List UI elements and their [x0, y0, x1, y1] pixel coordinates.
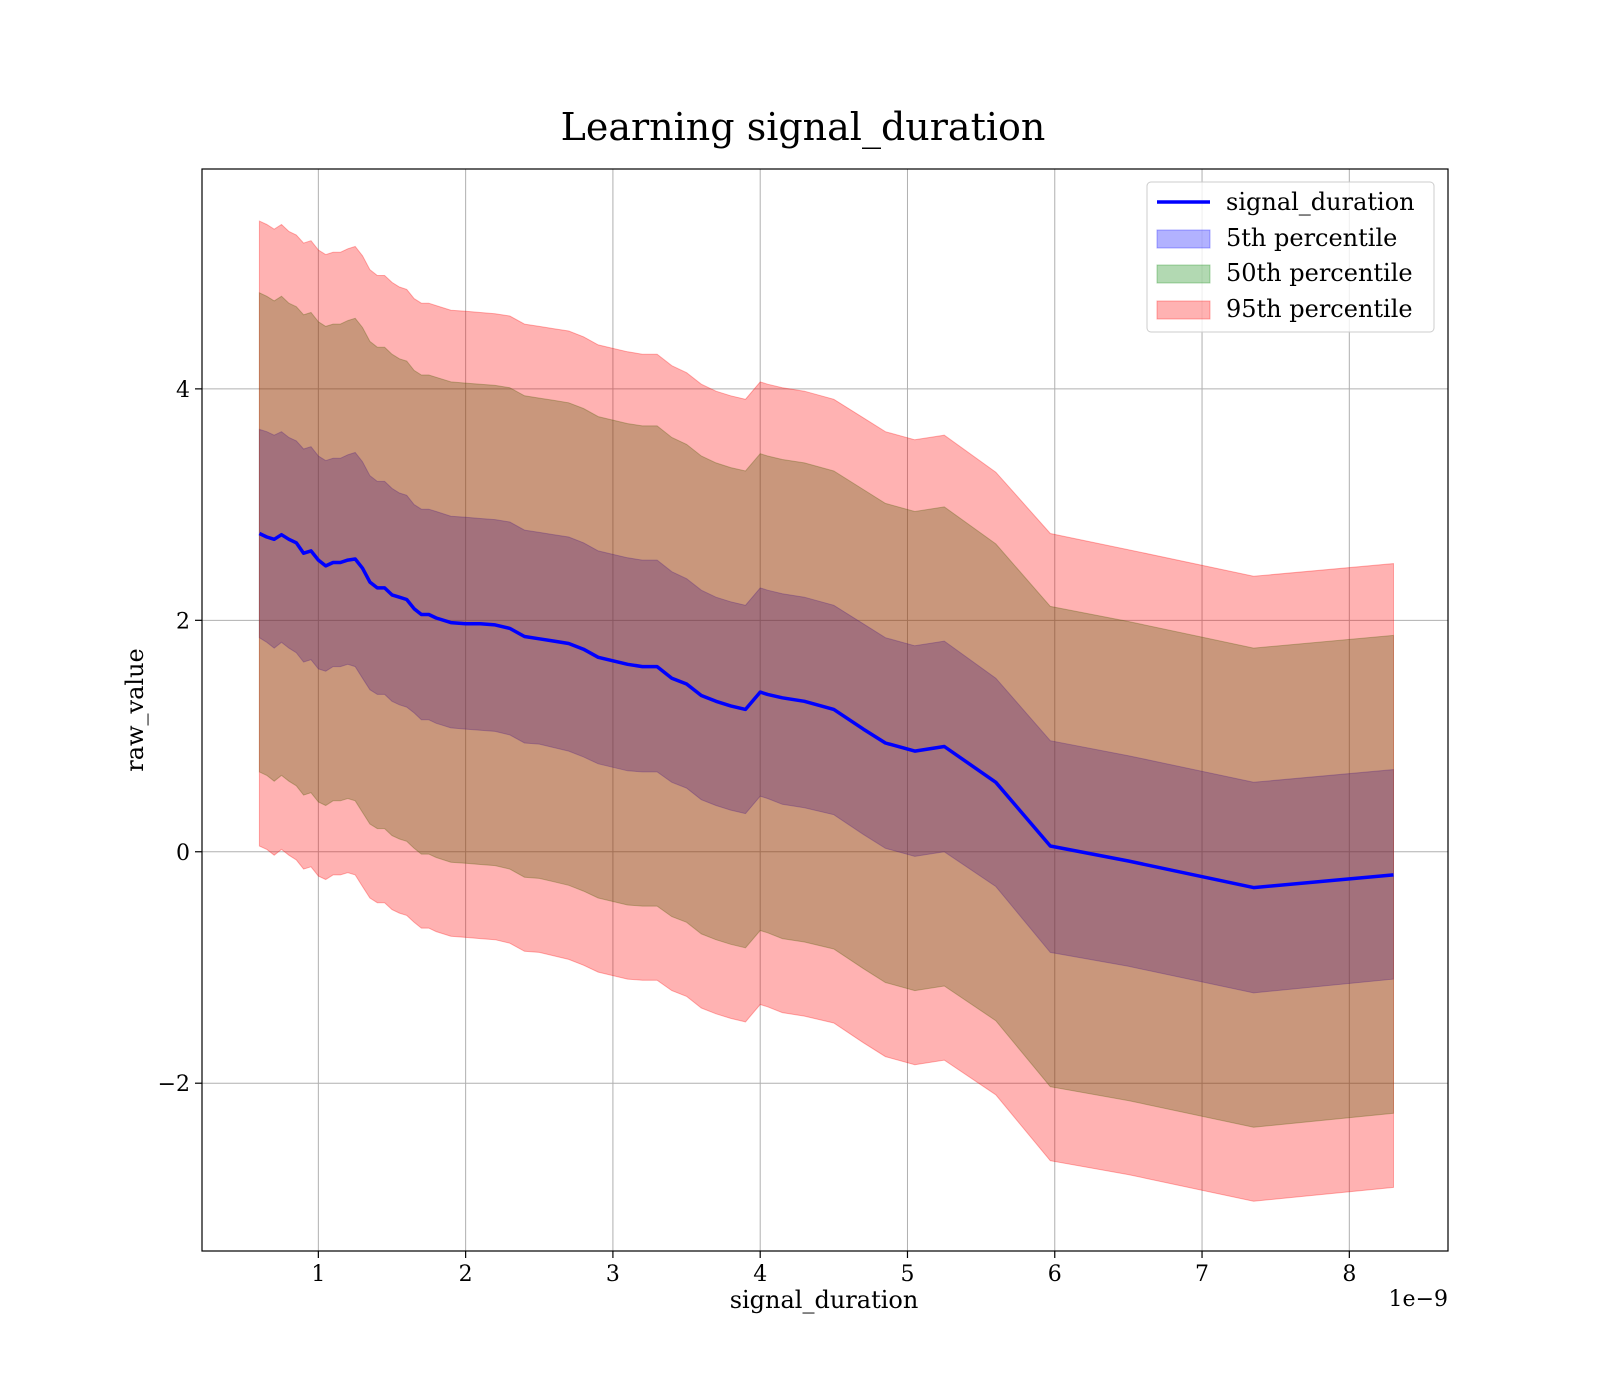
x-tick-label: 1 [311, 1262, 325, 1287]
x-tick-label: 4 [753, 1262, 767, 1287]
y-tick-label: 2 [176, 609, 190, 634]
band-50th-percentile [258, 292, 1394, 1128]
y-tick-label: −2 [158, 1072, 190, 1097]
x-tick-label: 6 [1048, 1262, 1062, 1287]
series-line-signal-duration [258, 531, 1394, 890]
legend-marker-50th-percentile [1156, 264, 1211, 284]
legend-label-signal-duration: signal_duration [1226, 188, 1415, 216]
axis-ticks: 1 2 3 4 5 6 7 8 −2 0 2 4 [158, 378, 1357, 1287]
y-tick-label: 4 [176, 378, 190, 403]
x-tick-label: 5 [900, 1262, 914, 1287]
y-axis-label: raw_value [121, 648, 149, 772]
x-tick-label: 2 [459, 1262, 473, 1287]
y-tick-label: 0 [176, 841, 190, 866]
chart-title: Learning signal_duration [561, 105, 1046, 150]
legend-frame [1146, 181, 1435, 333]
legend-label-50th-percentile: 50th percentile [1226, 259, 1413, 287]
x-tick-label: 8 [1342, 1262, 1356, 1287]
legend: signal_duration 5th percentile 50th perc… [1146, 181, 1435, 333]
legend-label-5th-percentile: 5th percentile [1226, 224, 1397, 252]
legend-marker-95th-percentile [1156, 300, 1211, 320]
x-axis-label: signal_duration [730, 1286, 919, 1314]
x-axis-offset-text: 1e−9 [1389, 1287, 1448, 1312]
x-tick-label: 3 [606, 1262, 620, 1287]
x-tick-label: 7 [1195, 1262, 1209, 1287]
grid [202, 169, 1448, 1251]
legend-marker-5th-percentile [1156, 229, 1211, 249]
band-5th-percentile [258, 428, 1394, 994]
band-95th-percentile [258, 220, 1394, 1202]
series-lines [258, 531, 1394, 890]
percentile-bands [258, 220, 1394, 1202]
legend-label-95th-percentile: 95th percentile [1226, 295, 1413, 323]
plot-frame [201, 168, 1449, 1252]
